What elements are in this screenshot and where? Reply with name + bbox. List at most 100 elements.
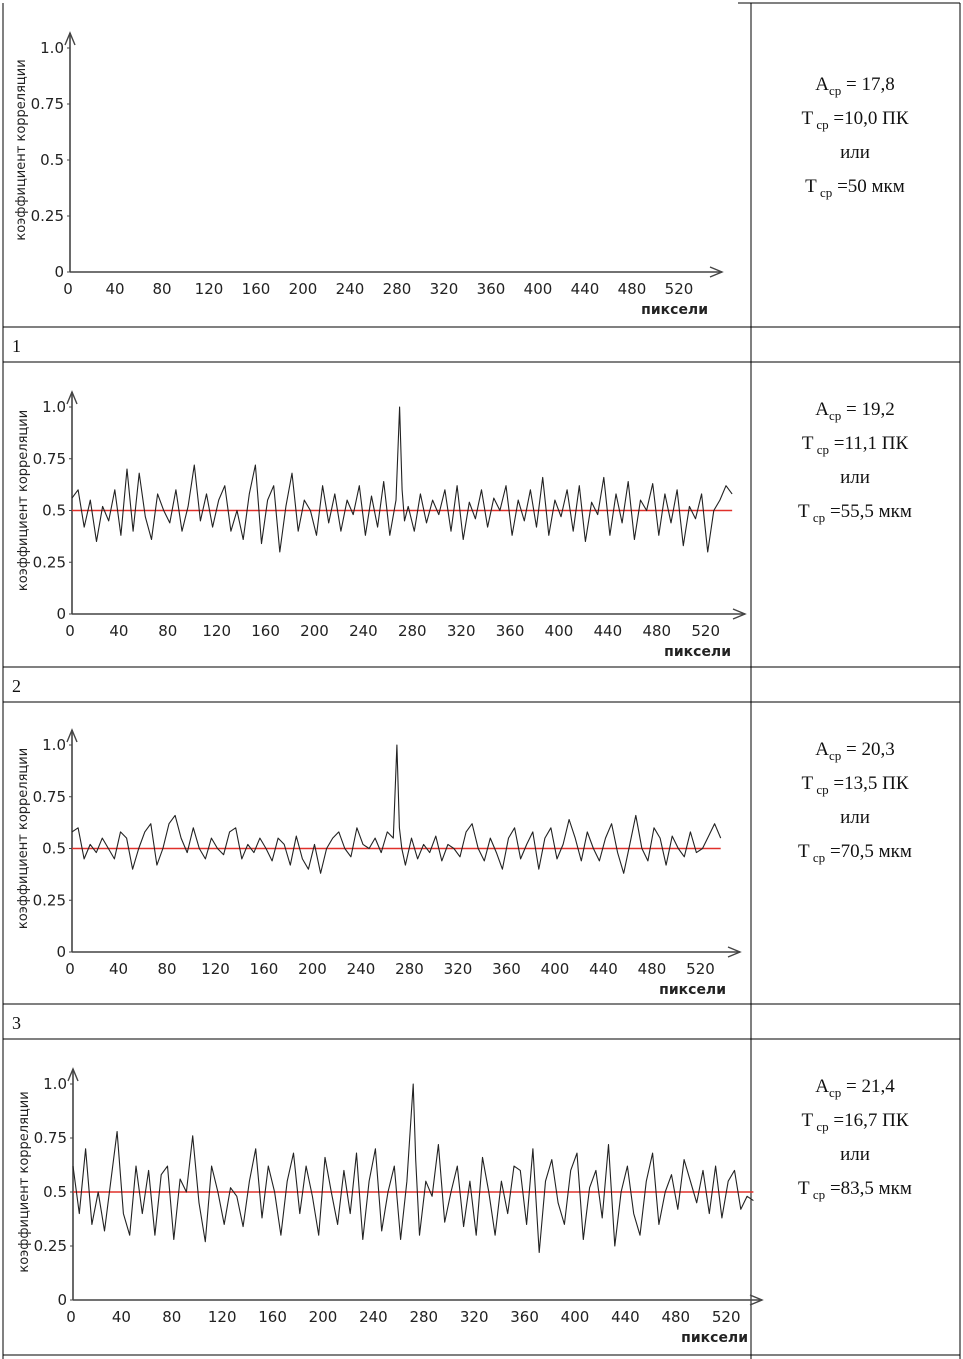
x-axis-label: пиксели <box>664 644 731 660</box>
x-axis-arrow <box>709 266 724 278</box>
x-tick-label: 360 <box>510 1308 539 1326</box>
x-tick-label: 520 <box>691 622 720 640</box>
y-tick-label: 1.0 <box>43 1075 67 1093</box>
x-tick-label: 520 <box>686 960 715 978</box>
x-axis-arrow <box>727 946 742 958</box>
y-axis-arrow <box>66 390 78 405</box>
x-tick-label: 120 <box>195 280 224 298</box>
period-mean-pixels: T ср =16,7 ПК <box>802 1110 909 1134</box>
y-tick-label: 0.5 <box>43 1183 67 1201</box>
x-tick-label: 440 <box>589 960 618 978</box>
period-mean-pixels: T ср =10,0 ПК <box>802 108 909 132</box>
x-tick-label: 0 <box>65 960 75 978</box>
x-tick-label: 160 <box>242 280 271 298</box>
x-tick-label: 400 <box>545 622 574 640</box>
x-tick-label: 480 <box>618 280 647 298</box>
y-axis-label: коэффициент корреляции <box>16 410 31 591</box>
period-mean-microns: T ср =70,5 мкм <box>798 841 912 865</box>
x-tick-label: 120 <box>201 960 230 978</box>
stats-block: Aср = 17,8 T ср =10,0 ПК или T ср =50 мкм <box>802 74 909 200</box>
y-tick-label: 0.75 <box>31 95 64 113</box>
y-axis-arrow <box>67 1067 79 1082</box>
x-tick-label: 240 <box>359 1308 388 1326</box>
x-tick-label: 200 <box>289 280 318 298</box>
y-tick-label: 0.5 <box>42 840 66 858</box>
y-axis-label: коэффициент корреляции <box>16 748 31 929</box>
x-tick-label: 0 <box>66 1308 76 1326</box>
x-tick-label: 160 <box>251 622 280 640</box>
x-tick-label: 520 <box>712 1308 741 1326</box>
y-tick-label: 1.0 <box>40 39 64 57</box>
amplitude-mean: Aср = 17,8 <box>815 74 894 98</box>
x-axis-label: пиксели <box>641 302 708 318</box>
chart-row-2: 0 40 80 120 160 200 240 280 320 360 400 440 480 520 0 0… <box>12 390 912 696</box>
x-tick-label: 120 <box>202 622 231 640</box>
y-tick-label: 0.5 <box>42 502 66 520</box>
x-tick-label: 160 <box>258 1308 287 1326</box>
correlation-chart: 0 40 80 120 160 200 240 280 320 360 400 440 480 520 0 0… <box>17 1067 764 1346</box>
x-tick-label: 280 <box>409 1308 438 1326</box>
x-tick-label: 80 <box>158 622 177 640</box>
x-tick-label: 480 <box>661 1308 690 1326</box>
x-tick-label: 200 <box>309 1308 338 1326</box>
x-tick-label: 40 <box>105 280 124 298</box>
x-tick-label: 40 <box>109 622 128 640</box>
correlation-chart: 0 40 80 120 160 200 240 280 320 360 400 440 480 520 0 0… <box>14 31 724 318</box>
x-tick-label: 40 <box>112 1308 131 1326</box>
period-mean-pixels: T ср =13,5 ПК <box>802 773 909 797</box>
y-tick-label: 0 <box>57 1291 67 1309</box>
x-tick-label: 440 <box>611 1308 640 1326</box>
y-tick-label: 0.5 <box>40 151 64 169</box>
or-label: или <box>840 1144 870 1165</box>
x-tick-label: 0 <box>63 280 73 298</box>
or-label: или <box>840 807 870 828</box>
correlation-chart: 0 40 80 120 160 200 240 280 320 360 400 440 480 520 0 0… <box>16 390 747 660</box>
stats-block: Aср = 20,3 T ср =13,5 ПК или T ср =70,5 мкм <box>798 739 912 865</box>
x-tick-label: 480 <box>638 960 667 978</box>
x-tick-label: 280 <box>395 960 424 978</box>
correlation-chart: 0 40 80 120 160 200 240 280 320 360 400 440 480 520 0 0… <box>16 728 742 998</box>
y-axis-label: коэффициент корреляции <box>17 1091 32 1272</box>
x-tick-label: 200 <box>300 622 329 640</box>
y-tick-label: 0.75 <box>33 450 66 468</box>
x-tick-label: 400 <box>561 1308 590 1326</box>
x-tick-label: 320 <box>430 280 459 298</box>
period-mean-microns: T ср =55,5 мкм <box>798 501 912 525</box>
series-line <box>71 406 733 553</box>
chart-row-1: 0 40 80 120 160 200 240 280 320 360 400 440 480 520 0 0… <box>12 31 909 356</box>
x-tick-label: 400 <box>541 960 570 978</box>
x-tick-label: 280 <box>383 280 412 298</box>
x-tick-label: 200 <box>298 960 327 978</box>
x-tick-label: 520 <box>665 280 694 298</box>
y-tick-label: 0 <box>54 263 64 281</box>
x-tick-label: 360 <box>496 622 525 640</box>
x-tick-label: 40 <box>109 960 128 978</box>
series-line <box>71 744 722 874</box>
y-tick-label: 1.0 <box>42 736 66 754</box>
x-tick-label: 80 <box>157 960 176 978</box>
chart-row-3: 0 40 80 120 160 200 240 280 320 360 400 440 480 520 0 0… <box>12 728 912 1033</box>
x-tick-label: 240 <box>336 280 365 298</box>
period-mean-microns: T ср =83,5 мкм <box>798 1178 912 1202</box>
y-tick-label: 0.25 <box>33 891 66 909</box>
x-tick-label: 320 <box>460 1308 489 1326</box>
x-tick-label: 440 <box>594 622 623 640</box>
x-tick-label: 120 <box>208 1308 237 1326</box>
x-tick-label: 80 <box>162 1308 181 1326</box>
x-tick-label: 440 <box>571 280 600 298</box>
y-tick-label: 0.25 <box>31 207 64 225</box>
x-tick-label: 360 <box>492 960 521 978</box>
chart-row-4: 0 40 80 120 160 200 240 280 320 360 400 440 480 520 0 0… <box>17 1067 912 1346</box>
y-tick-label: 0.25 <box>33 553 66 571</box>
x-tick-label: 240 <box>347 960 376 978</box>
x-tick-label: 0 <box>65 622 75 640</box>
series-line <box>72 1083 754 1254</box>
x-axis-arrow <box>732 608 747 620</box>
x-tick-label: 480 <box>642 622 671 640</box>
y-tick-label: 0.75 <box>33 788 66 806</box>
x-tick-label: 280 <box>398 622 427 640</box>
row-number: 3 <box>12 1013 21 1033</box>
x-tick-label: 320 <box>444 960 473 978</box>
y-tick-label: 1.0 <box>42 398 66 416</box>
